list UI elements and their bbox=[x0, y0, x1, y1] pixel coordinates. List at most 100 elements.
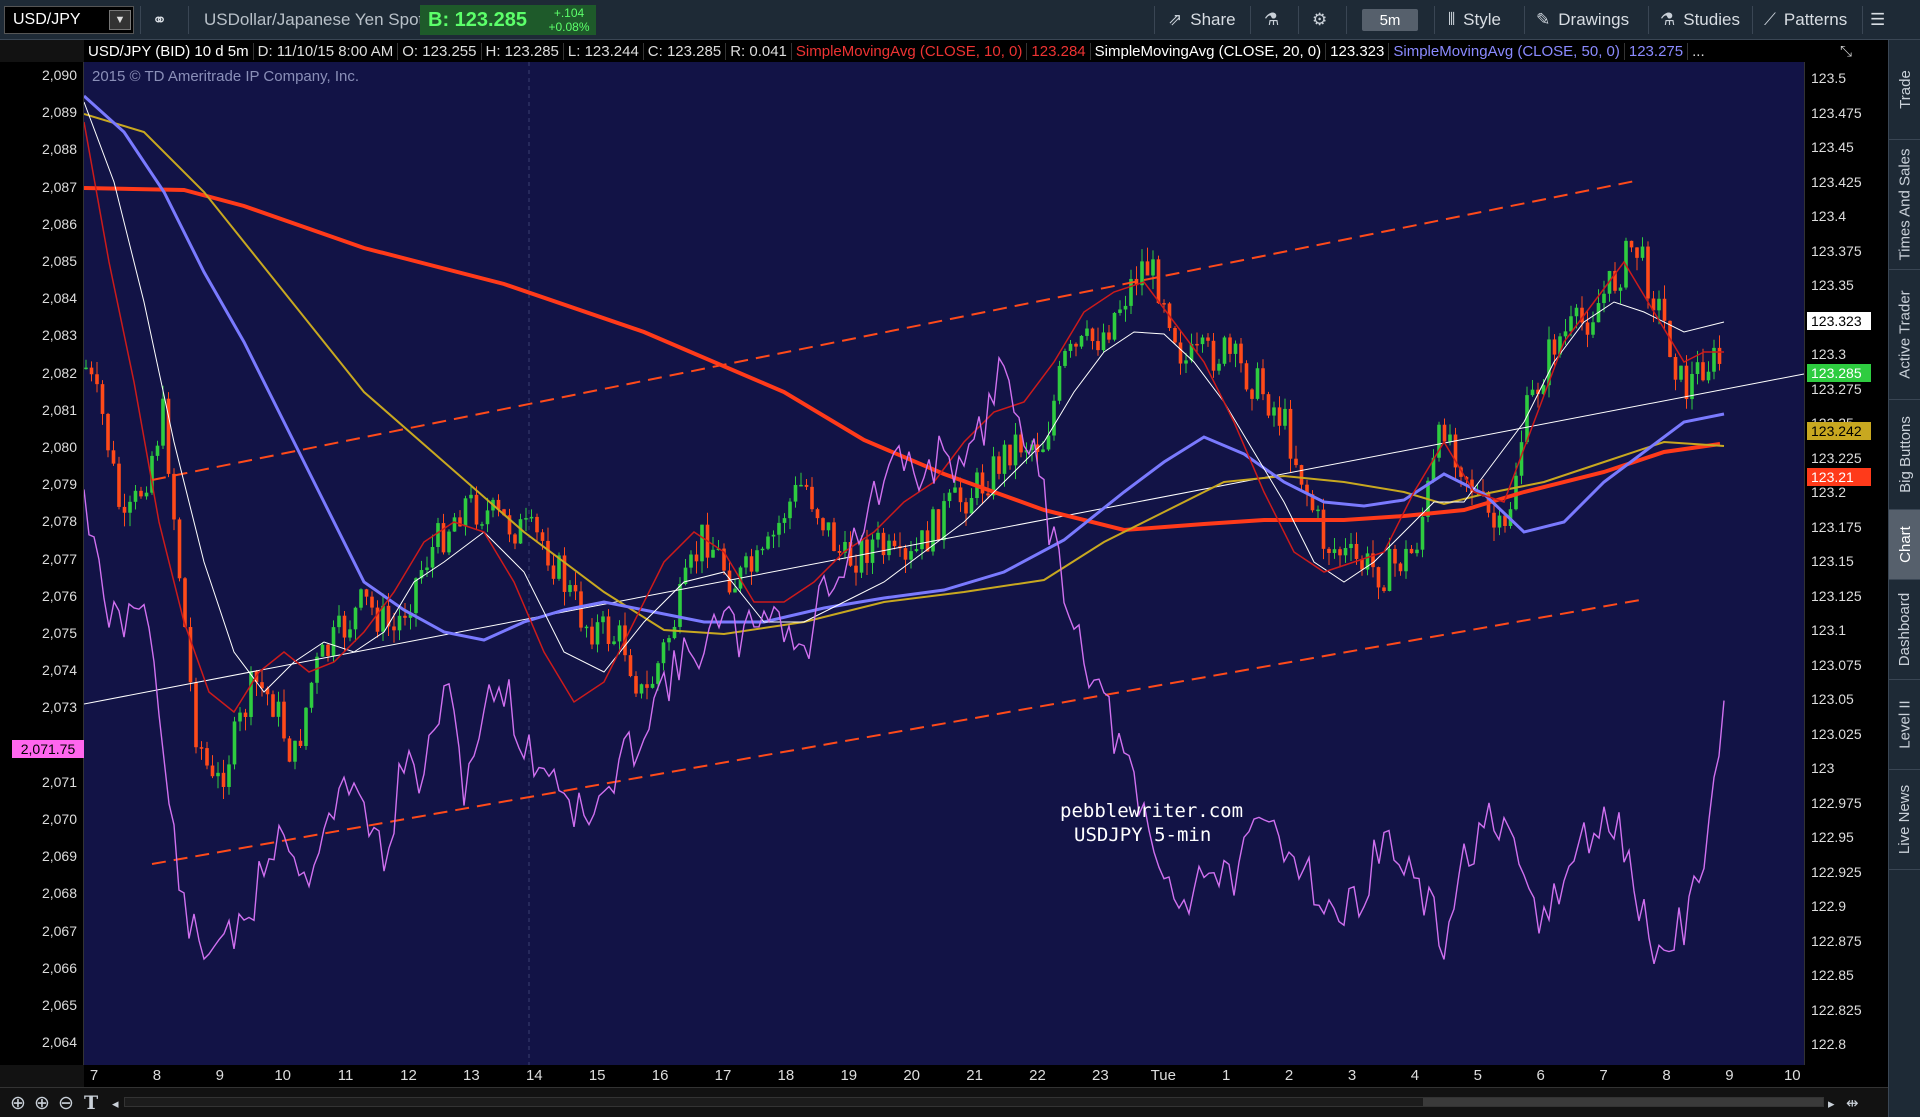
text-tool-icon[interactable]: T bbox=[84, 1092, 99, 1114]
drawings-label: Drawings bbox=[1558, 10, 1630, 29]
sma-yellow-price-marker: 123.242 bbox=[1807, 422, 1871, 440]
sma200-price-marker: 123.21 bbox=[1807, 468, 1871, 486]
left-axis-tick: 2,083 bbox=[41, 327, 77, 344]
right-axis-tick: 123.375 bbox=[1811, 242, 1862, 259]
candle-body bbox=[535, 516, 539, 533]
candle-body bbox=[997, 456, 1001, 474]
candle-body bbox=[1233, 343, 1238, 354]
tab-times-and-sales[interactable]: Times And Sales bbox=[1889, 140, 1920, 270]
left-axis-tick: 2,079 bbox=[41, 476, 77, 493]
tab-big-buttons[interactable]: Big Buttons bbox=[1889, 400, 1920, 510]
candle-body bbox=[122, 506, 127, 513]
candle-body bbox=[1635, 247, 1639, 258]
candle-body bbox=[430, 547, 435, 568]
candle-body bbox=[1360, 558, 1364, 570]
candle-body bbox=[210, 765, 215, 777]
ohlc-high: H: 123.285 bbox=[482, 42, 564, 60]
candle-body bbox=[755, 550, 759, 572]
candle-body bbox=[661, 642, 666, 664]
candle-body bbox=[1134, 278, 1139, 286]
right-axis-tick: 123.45 bbox=[1811, 139, 1854, 155]
gear-icon[interactable]: ⚙ bbox=[1312, 10, 1328, 29]
tab-trade[interactable]: Trade bbox=[1889, 40, 1920, 140]
tab-chart[interactable]: Chart bbox=[1889, 510, 1920, 580]
studies-button[interactable]: ⚗ Studies bbox=[1660, 0, 1740, 40]
candle-body bbox=[95, 374, 99, 385]
sma20-label[interactable]: SimpleMovingAvg (CLOSE, 20, 0) bbox=[1091, 42, 1327, 60]
channel-lower-line bbox=[151, 599, 1641, 865]
drawings-button[interactable]: ✎ Drawings bbox=[1536, 0, 1629, 40]
candle-body bbox=[667, 638, 671, 643]
left-axis-tick: 2,084 bbox=[41, 290, 77, 307]
zoom-in-icon[interactable]: ⊕ bbox=[34, 1093, 50, 1114]
scroll-left-icon[interactable]: ◂ bbox=[112, 1096, 119, 1111]
collapse-icon[interactable]: ⤡ bbox=[1804, 40, 1888, 62]
bottom-bar: ⊕ ⊕ ⊖ T ◂ ▸ ⇹ bbox=[0, 1087, 1888, 1117]
sma50-label[interactable]: SimpleMovingAvg (CLOSE, 50, 0) bbox=[1389, 42, 1625, 60]
pencil-icon: ✎ bbox=[1536, 10, 1551, 29]
link-icon[interactable]: ⚭ bbox=[152, 9, 168, 30]
menu-icon[interactable]: ☰ bbox=[1870, 10, 1886, 29]
divider bbox=[1298, 6, 1299, 34]
share-button[interactable]: ⇗ Share bbox=[1168, 0, 1236, 40]
candle-body bbox=[1657, 298, 1661, 311]
candle-body bbox=[1156, 259, 1161, 304]
expand-time-icon[interactable]: ⇹ bbox=[1846, 1095, 1859, 1112]
flask-icon[interactable]: ⚗ bbox=[1264, 10, 1280, 29]
zoom-fit-icon[interactable]: ⊕ bbox=[10, 1093, 26, 1114]
sma20-line bbox=[84, 101, 1725, 693]
candle-body bbox=[1090, 328, 1095, 342]
style-button[interactable]: ⫴ Style bbox=[1448, 0, 1501, 40]
candle-body bbox=[155, 445, 160, 456]
scroll-right-icon[interactable]: ▸ bbox=[1828, 1096, 1835, 1111]
divider bbox=[188, 6, 189, 34]
timeframe-selector[interactable]: 5m bbox=[1362, 9, 1418, 31]
candle-body bbox=[1057, 365, 1062, 401]
candle-body bbox=[1536, 389, 1540, 395]
candle-body bbox=[304, 707, 308, 746]
candle-body bbox=[766, 536, 770, 549]
more-studies[interactable]: ... bbox=[1692, 42, 1705, 60]
patterns-button[interactable]: ⟋ Patterns bbox=[1764, 0, 1847, 40]
candle-body bbox=[931, 509, 935, 552]
divider bbox=[140, 6, 141, 34]
candle-body bbox=[1409, 548, 1414, 554]
sma-yellow-line bbox=[84, 113, 1725, 636]
candle-body bbox=[1453, 434, 1458, 468]
zoom-out-icon[interactable]: ⊖ bbox=[58, 1093, 74, 1114]
time-axis-tick: 17 bbox=[714, 1067, 732, 1084]
candle-body bbox=[1530, 389, 1535, 396]
symbol-input[interactable]: USD/JPY ▼ bbox=[4, 6, 134, 34]
trendline bbox=[84, 373, 1804, 705]
candle-body bbox=[309, 682, 314, 708]
chart-scrollbar[interactable] bbox=[124, 1097, 1824, 1107]
candle-body bbox=[1558, 336, 1562, 355]
candle-body bbox=[826, 522, 831, 531]
candle-body bbox=[502, 509, 506, 516]
candle-body bbox=[1679, 365, 1683, 380]
candle-body bbox=[1030, 444, 1034, 451]
candle-body bbox=[375, 607, 380, 632]
candle-body bbox=[1189, 343, 1194, 361]
candle-body bbox=[249, 671, 253, 717]
tab-live-news[interactable]: Live News bbox=[1889, 770, 1920, 870]
tab-dashboard[interactable]: Dashboard bbox=[1889, 580, 1920, 680]
time-axis-tick: 19 bbox=[840, 1067, 858, 1084]
ohlc-label: USD/JPY (BID) 10 d 5m bbox=[84, 42, 254, 60]
time-axis-tick: 10 bbox=[1783, 1067, 1801, 1084]
tab-label: Level II bbox=[1896, 700, 1914, 749]
tab-active-trader[interactable]: Active Trader bbox=[1889, 270, 1920, 400]
candle-body bbox=[1706, 371, 1711, 381]
left-axis-tick: 2,078 bbox=[41, 513, 77, 530]
tab-level-ii[interactable]: Level II bbox=[1889, 680, 1920, 770]
right-axis-tick: 123.075 bbox=[1811, 656, 1862, 673]
candle-body bbox=[1096, 341, 1100, 351]
candle-body bbox=[1431, 457, 1436, 481]
price-chart[interactable]: 2015 © TD Ameritrade IP Company, Inc. pe… bbox=[84, 62, 1804, 1065]
candle-body bbox=[128, 501, 132, 513]
sma10-label[interactable]: SimpleMovingAvg (CLOSE, 10, 0) bbox=[792, 42, 1028, 60]
scroll-thumb[interactable] bbox=[1423, 1098, 1823, 1106]
candle-body bbox=[1068, 343, 1073, 351]
candle-body bbox=[1640, 246, 1645, 258]
symbol-dropdown-button[interactable]: ▼ bbox=[109, 10, 131, 30]
